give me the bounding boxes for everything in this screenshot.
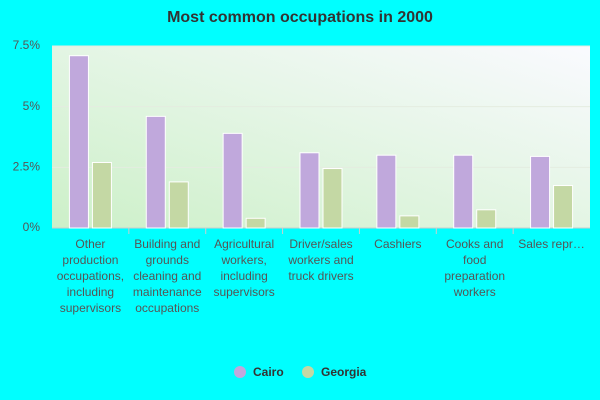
bar: [145, 115, 166, 229]
bar: [322, 168, 343, 229]
legend-swatch: [302, 366, 314, 378]
x-tick-label: Agricultural workers, including supervis…: [213, 237, 275, 299]
x-tick-label: Cooks and food preparation workers: [444, 237, 506, 299]
chart-title: Most common occupations in 2000: [167, 9, 433, 26]
y-tick-label: 2.5%: [13, 160, 41, 174]
bar: [299, 152, 320, 229]
legend-label: Cairo: [253, 365, 284, 379]
legend-label: Georgia: [321, 365, 367, 379]
bar: [68, 55, 89, 229]
x-tick-label: Driver/sales workers and truck drivers: [288, 237, 354, 283]
bar: [245, 217, 266, 229]
bar: [399, 215, 420, 229]
x-tick-label: Sales repr…: [518, 237, 585, 251]
plot-area: [52, 46, 590, 228]
x-tick-label: Cashiers: [374, 237, 422, 251]
legend-swatch: [234, 366, 246, 378]
x-tick-label: Building and grounds cleaning and mainte…: [132, 237, 202, 315]
bar: [476, 209, 497, 229]
bar: [553, 185, 574, 229]
bar: [168, 181, 189, 229]
y-tick-label: 0%: [23, 220, 41, 234]
y-tick-label: 7.5%: [13, 38, 41, 52]
x-tick-label: Other production occupations, including …: [56, 237, 125, 315]
bar: [91, 161, 112, 229]
bar: [376, 154, 397, 229]
y-tick-label: 5%: [23, 99, 41, 113]
bar: [530, 155, 551, 229]
bar: [453, 154, 474, 229]
bar: [222, 132, 243, 229]
